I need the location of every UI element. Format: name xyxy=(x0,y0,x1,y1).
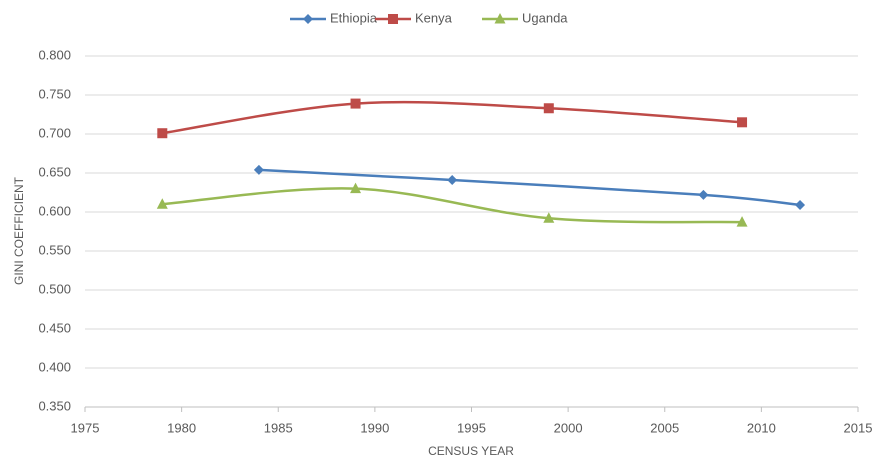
x-tick-label: 1985 xyxy=(264,420,293,435)
marker xyxy=(543,212,555,223)
legend-label: Kenya xyxy=(415,10,453,25)
legend-marker xyxy=(388,14,398,24)
legend-marker xyxy=(494,13,506,24)
x-tick-label: 1975 xyxy=(71,420,100,435)
x-tick-label: 2015 xyxy=(844,420,873,435)
series-line xyxy=(162,100,743,135)
x-axis-title: CENSUS YEAR xyxy=(428,444,514,458)
y-tick-label: 0.700 xyxy=(38,125,71,140)
x-tick-label: 1995 xyxy=(457,420,486,435)
marker xyxy=(543,103,554,114)
x-tick-label: 2005 xyxy=(650,420,679,435)
x-tick-label: 1980 xyxy=(167,420,196,435)
y-tick-label: 0.750 xyxy=(38,86,71,101)
marker xyxy=(447,175,458,186)
y-tick-label: 0.450 xyxy=(38,320,71,335)
marker xyxy=(350,98,361,109)
y-tick-label: 0.650 xyxy=(38,164,71,179)
y-tick-label: 0.800 xyxy=(38,47,71,62)
y-tick-label: 0.500 xyxy=(38,281,71,296)
y-tick-label: 0.600 xyxy=(38,203,71,218)
x-tick-label: 1990 xyxy=(360,420,389,435)
marker xyxy=(698,189,709,200)
legend-label: Ethiopia xyxy=(330,10,378,25)
x-tick-label: 2000 xyxy=(554,420,583,435)
marker xyxy=(795,199,806,210)
y-tick-label: 0.550 xyxy=(38,242,71,257)
y-axis-title: GINI COEFFICIENT xyxy=(12,176,26,285)
marker xyxy=(737,117,748,128)
x-tick-label: 2010 xyxy=(747,420,776,435)
y-tick-label: 0.400 xyxy=(38,359,71,374)
marker xyxy=(736,216,748,227)
series-line xyxy=(258,168,801,207)
marker xyxy=(350,182,362,194)
legend-marker xyxy=(303,14,313,24)
legend-label: Uganda xyxy=(522,10,568,25)
series-line xyxy=(162,187,743,224)
marker xyxy=(157,128,168,139)
marker xyxy=(253,164,264,175)
marker xyxy=(156,198,168,209)
y-tick-label: 0.350 xyxy=(38,398,71,413)
